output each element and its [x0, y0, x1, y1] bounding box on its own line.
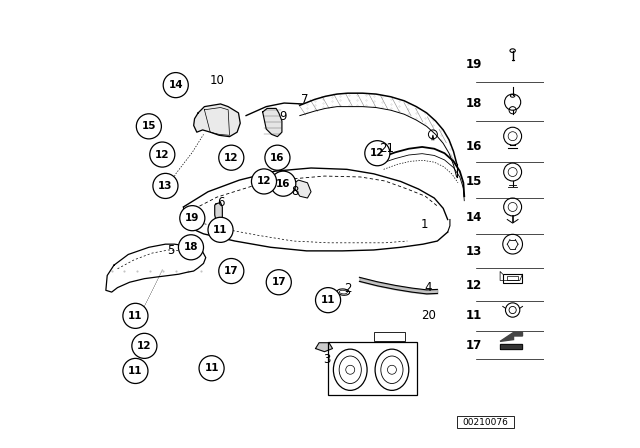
- Text: 11: 11: [213, 225, 228, 235]
- Text: 15: 15: [466, 175, 482, 188]
- Circle shape: [132, 333, 157, 358]
- Text: 13: 13: [466, 245, 482, 258]
- Bar: [328, 342, 417, 395]
- Text: 11: 11: [128, 366, 143, 376]
- Text: 17: 17: [224, 266, 239, 276]
- Polygon shape: [292, 180, 311, 198]
- Bar: [503, 274, 522, 283]
- Circle shape: [180, 206, 205, 231]
- Text: 19: 19: [185, 213, 200, 223]
- Circle shape: [219, 145, 244, 170]
- Polygon shape: [194, 104, 240, 137]
- Circle shape: [136, 114, 161, 139]
- Text: 17: 17: [466, 339, 482, 353]
- Bar: [508, 276, 518, 280]
- Circle shape: [271, 171, 296, 196]
- Circle shape: [153, 173, 178, 198]
- Text: 16: 16: [270, 153, 285, 163]
- Circle shape: [179, 235, 204, 260]
- Text: 19: 19: [466, 58, 482, 72]
- Text: 12: 12: [466, 279, 482, 293]
- Polygon shape: [262, 108, 282, 137]
- Polygon shape: [214, 202, 222, 222]
- Text: 18: 18: [184, 242, 198, 252]
- Text: 4: 4: [425, 281, 432, 294]
- Text: 16: 16: [466, 140, 482, 154]
- Text: 11: 11: [466, 309, 482, 323]
- Text: 3: 3: [323, 353, 330, 366]
- Bar: [374, 332, 405, 341]
- Text: 11: 11: [204, 363, 219, 373]
- Circle shape: [316, 288, 340, 313]
- Text: 5: 5: [168, 244, 175, 258]
- Text: 10: 10: [209, 74, 225, 87]
- Text: 12: 12: [137, 341, 152, 351]
- Text: 14: 14: [168, 80, 183, 90]
- Text: 12: 12: [257, 177, 271, 186]
- Text: 2: 2: [344, 282, 351, 296]
- Text: 14: 14: [466, 211, 482, 224]
- Text: 11: 11: [128, 311, 143, 321]
- Text: 16: 16: [276, 179, 291, 189]
- Text: 11: 11: [321, 295, 335, 305]
- Circle shape: [150, 142, 175, 167]
- Circle shape: [208, 217, 233, 242]
- Polygon shape: [500, 332, 522, 341]
- Text: 15: 15: [141, 121, 156, 131]
- Text: 7: 7: [301, 93, 308, 106]
- Circle shape: [252, 169, 276, 194]
- Circle shape: [219, 258, 244, 284]
- Text: 6: 6: [217, 196, 224, 209]
- Bar: [457, 416, 514, 428]
- Text: 8: 8: [292, 185, 299, 198]
- Text: 00210076: 00210076: [462, 418, 508, 426]
- Text: 12: 12: [155, 150, 170, 159]
- Circle shape: [199, 356, 224, 381]
- Text: 12: 12: [224, 153, 239, 163]
- Text: 17: 17: [271, 277, 286, 287]
- Text: 9: 9: [280, 110, 287, 123]
- Circle shape: [265, 145, 290, 170]
- Circle shape: [123, 358, 148, 383]
- Text: 20: 20: [421, 309, 436, 323]
- Polygon shape: [500, 344, 522, 349]
- Text: 21: 21: [379, 142, 394, 155]
- Circle shape: [163, 73, 188, 98]
- Circle shape: [123, 303, 148, 328]
- Circle shape: [266, 270, 291, 295]
- Text: 12: 12: [370, 148, 385, 158]
- Text: 18: 18: [466, 96, 482, 110]
- Circle shape: [365, 141, 390, 166]
- Polygon shape: [316, 343, 333, 352]
- Text: 1: 1: [420, 218, 428, 232]
- Text: 13: 13: [158, 181, 173, 191]
